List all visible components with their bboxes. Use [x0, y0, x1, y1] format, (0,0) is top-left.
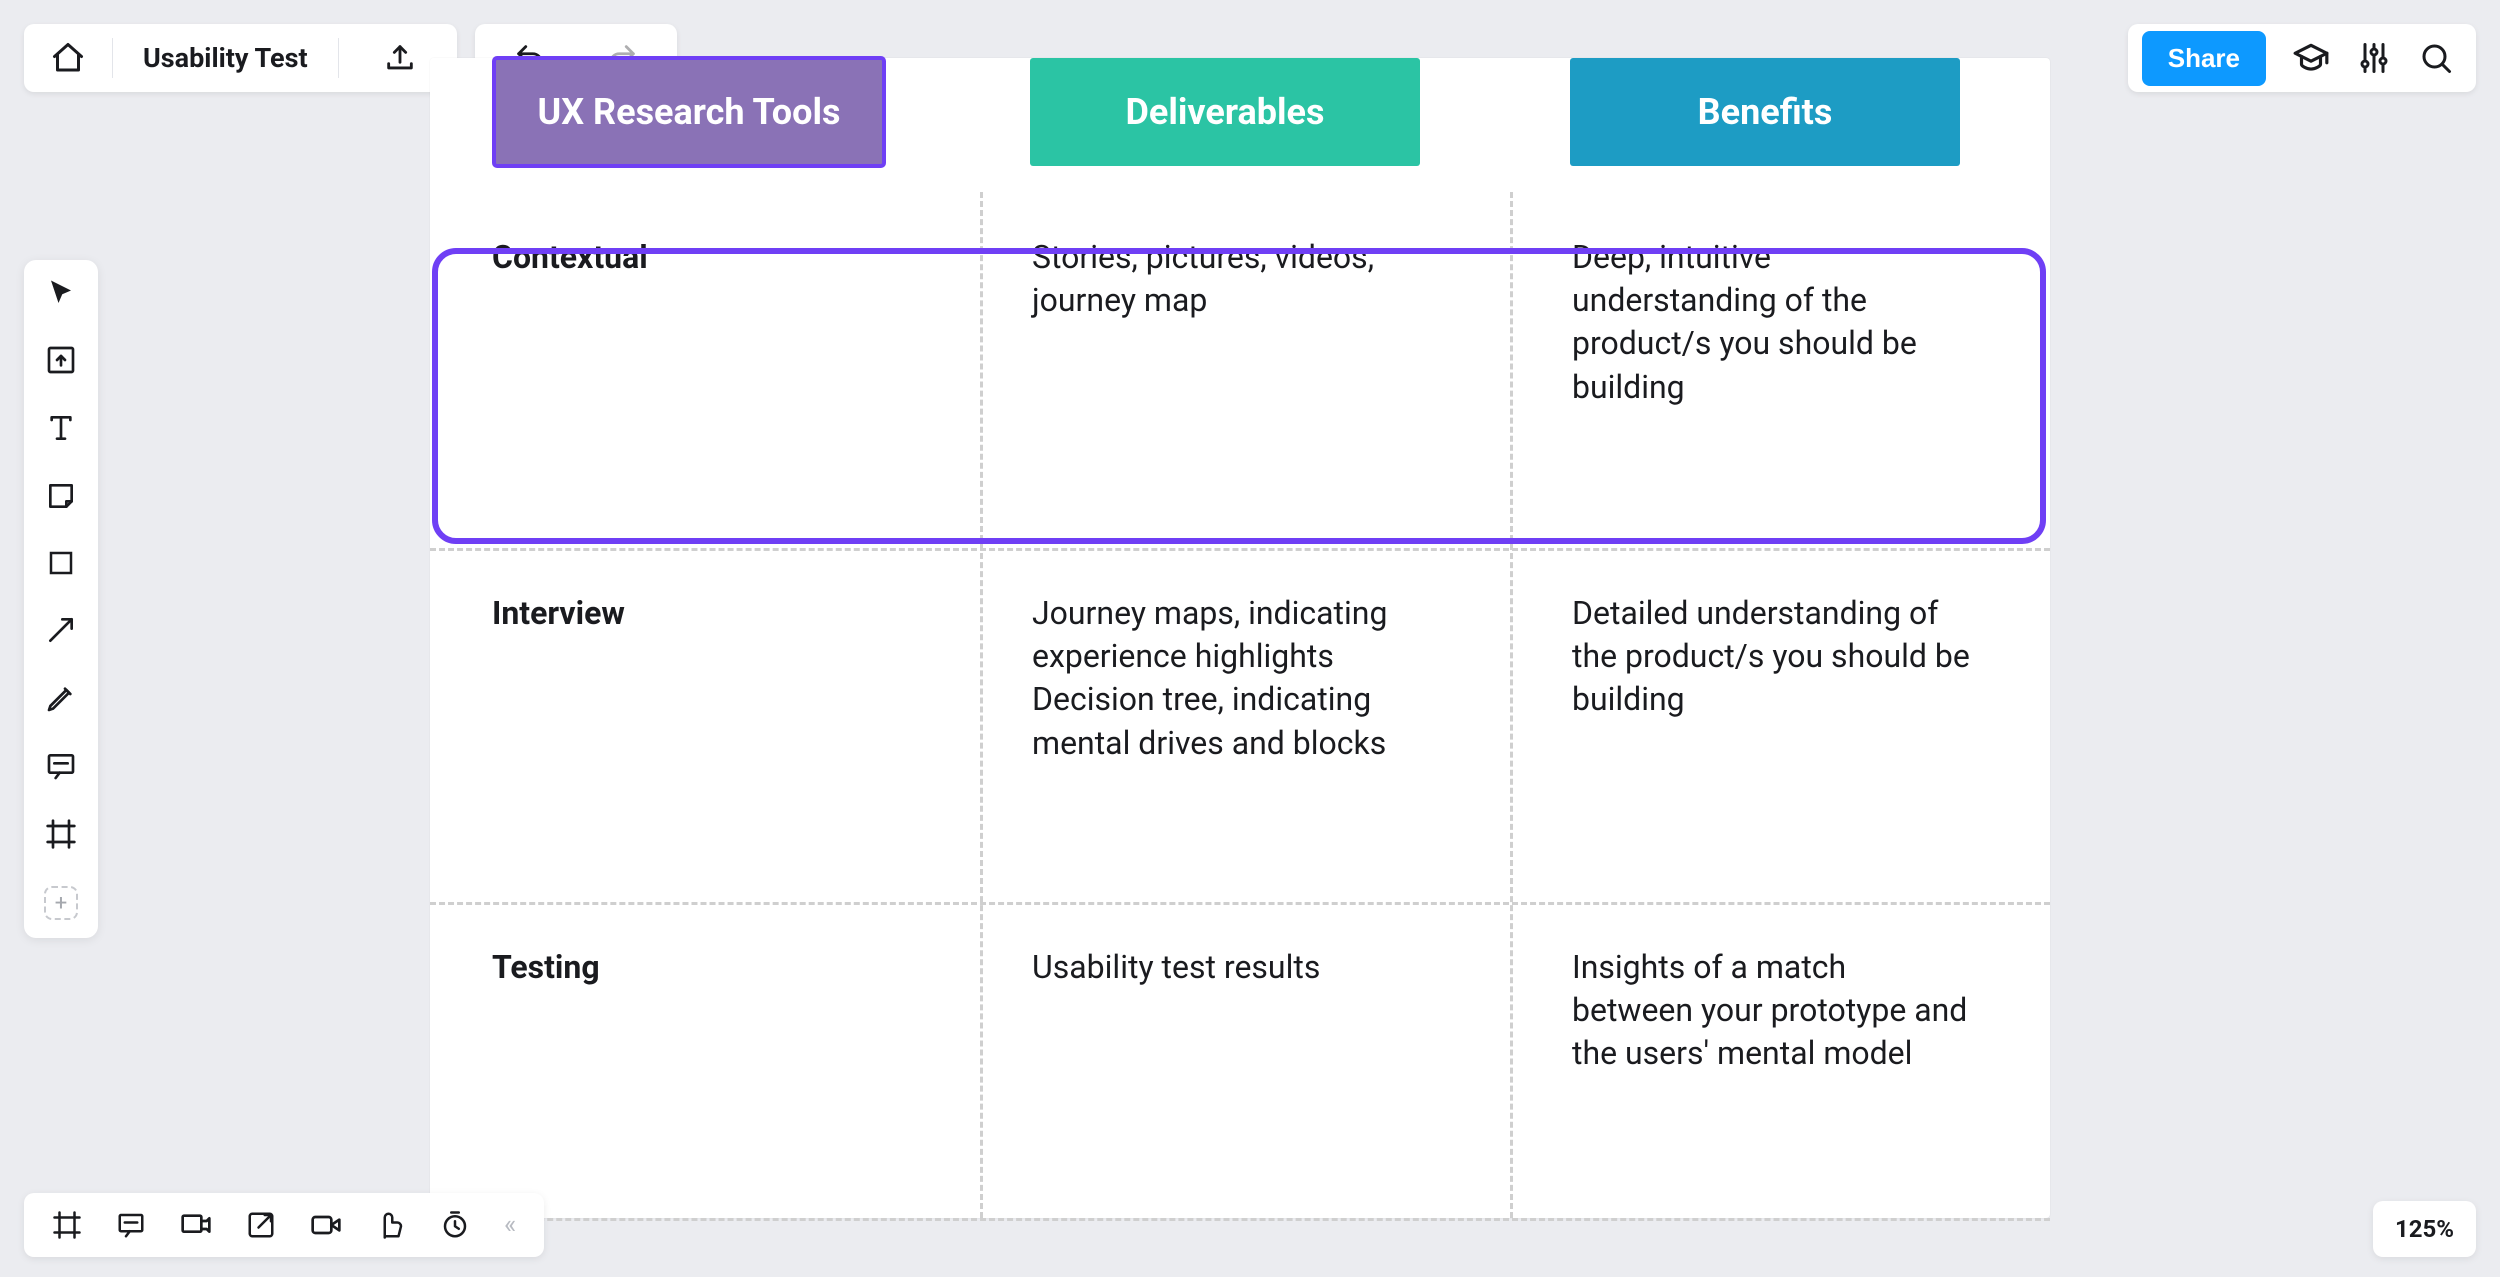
table-row-tool[interactable]: Contextual	[492, 236, 892, 279]
zoom-level[interactable]: 125%	[2373, 1201, 2476, 1257]
table-header[interactable]: UX Research Tools	[494, 58, 884, 166]
table-row-tool[interactable]: Interview	[492, 592, 892, 635]
row-divider	[430, 548, 2050, 551]
timer-icon[interactable]	[440, 1210, 470, 1240]
pen-tool-icon[interactable]	[45, 682, 77, 714]
column-divider	[1510, 192, 1513, 1218]
record-icon[interactable]	[310, 1209, 342, 1241]
share-button[interactable]: Share	[2142, 31, 2266, 86]
settings-sliders-icon[interactable]	[2356, 40, 2392, 76]
tools-sidebar: +	[24, 260, 98, 938]
row-divider	[430, 1218, 2050, 1221]
sticky-note-tool-icon[interactable]	[45, 480, 77, 512]
table-header[interactable]: Deliverables	[1030, 58, 1420, 166]
bottom-toolbar: «	[24, 1193, 544, 1257]
table-grid: Contextual Stories, pictures, videos, jou…	[430, 192, 2050, 1218]
doc-info-pill: Usability Test	[24, 24, 457, 92]
table-row-tool[interactable]: Testing	[492, 946, 892, 989]
present-icon[interactable]	[180, 1209, 212, 1241]
frame-icon[interactable]	[52, 1210, 82, 1240]
row-divider	[430, 902, 2050, 905]
template-tool-icon[interactable]	[45, 344, 77, 376]
divider	[112, 38, 113, 78]
table-row-cell[interactable]: Stories, pictures, videos, journey map	[1032, 236, 1432, 322]
text-tool-icon[interactable]	[45, 412, 77, 444]
comments-icon[interactable]	[116, 1210, 146, 1240]
add-tool-icon[interactable]: +	[44, 886, 78, 920]
table-row-cell[interactable]: Journey maps, indicating experience high…	[1032, 592, 1432, 765]
collapse-toolbar-icon[interactable]: «	[504, 1210, 516, 1240]
frame-tool-icon[interactable]	[45, 818, 77, 850]
vote-icon[interactable]	[376, 1210, 406, 1240]
shape-tool-icon[interactable]	[46, 548, 76, 578]
search-icon[interactable]	[2418, 40, 2454, 76]
table-headers: UX Research Tools Deliverables Benefits	[430, 58, 2050, 166]
comment-tool-icon[interactable]	[45, 750, 77, 782]
learn-icon[interactable]	[2292, 39, 2330, 77]
canvas[interactable]: UX Research Tools Deliverables Benefits Co…	[430, 58, 2050, 1218]
arrow-tool-icon[interactable]	[45, 614, 77, 646]
home-icon[interactable]	[50, 40, 86, 76]
column-divider	[980, 192, 983, 1218]
table-header[interactable]: Benefits	[1570, 58, 1960, 166]
top-right-toolbar: Share	[2128, 24, 2476, 92]
document-title[interactable]: Usability Test	[139, 42, 312, 74]
table-row-cell[interactable]: Detailed understanding of the product/s …	[1572, 592, 1972, 722]
share-link-icon[interactable]	[246, 1210, 276, 1240]
table-row-cell[interactable]: Deep, intuitive understanding of the pro…	[1572, 236, 1972, 409]
divider	[338, 38, 339, 78]
export-icon[interactable]	[365, 41, 435, 75]
table-row-cell[interactable]: Usability test results	[1032, 946, 1432, 989]
cursor-tool-icon[interactable]	[46, 278, 76, 308]
table-row-cell[interactable]: Insights of a match between your prototy…	[1572, 946, 1972, 1076]
